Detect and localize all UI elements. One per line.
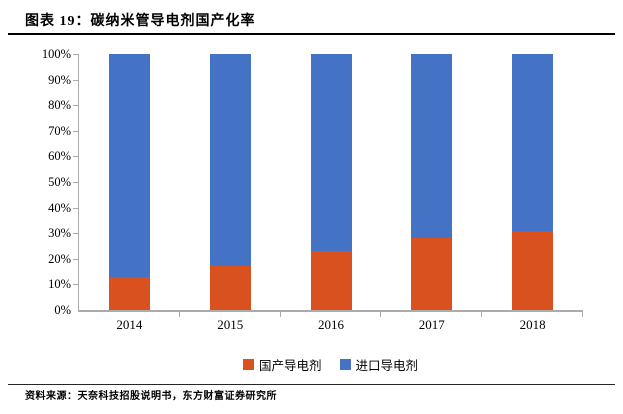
bar-segment-进口导电剂 [411, 54, 453, 239]
bar-segment-进口导电剂 [108, 54, 150, 277]
y-axis-tick-mark [73, 182, 78, 183]
stacked-bar-chart-plot-area: 0% 10% 20% 30% 40% 50% 60% 70% 80% 90% 100% 2014 201… [42, 48, 583, 332]
y-axis-tick-mark [73, 233, 78, 235]
y-axis-tick-mark [73, 130, 78, 132]
bar-segment-进口导电剂 [209, 54, 251, 267]
y-axis-tick-mark [73, 156, 78, 158]
x-axis-category-label: 2017 [418, 317, 445, 332]
x-axis-tick-mark [582, 312, 583, 317]
bar-segment-国产导电剂 [310, 251, 352, 310]
x-axis-tick-mark [481, 312, 483, 317]
y-axis-tick-mark [73, 105, 78, 107]
x-axis-category-label: 2016 [317, 317, 344, 332]
bar-segment-进口导电剂 [512, 54, 554, 231]
footer-rule [8, 384, 615, 385]
x-axis-tick-mark [178, 312, 180, 317]
bar-segment-国产导电剂 [411, 238, 453, 310]
legend-item: 进口导电剂 [339, 355, 419, 374]
y-axis-tick-mark [73, 207, 78, 209]
y-axis-tick-label: 80% [48, 98, 71, 113]
legend-label: 国产导电剂 [258, 359, 322, 373]
y-axis-tick-label: 10% [48, 277, 71, 292]
y-axis-tick-mark [73, 284, 78, 286]
x-axis-category-label: 2018 [519, 317, 546, 332]
legend-swatch-icon [339, 359, 351, 370]
x-axis-category-label: 2014 [116, 317, 143, 332]
legend-label: 进口导电剂 [355, 359, 419, 373]
y-axis-tick-mark [73, 258, 78, 260]
y-axis-tick-label: 30% [48, 226, 71, 241]
bar-segment-国产导电剂 [209, 266, 251, 310]
y-axis-tick-label: 100% [41, 47, 71, 61]
x-axis-category-label: 2015 [217, 317, 244, 332]
y-axis-tick-label: 60% [48, 149, 71, 164]
legend-swatch-icon [242, 359, 254, 370]
y-axis-tick-label: 70% [48, 123, 71, 138]
title-rule [8, 33, 615, 35]
chart-legend: 国产导电剂 进口导电剂 [78, 355, 583, 374]
y-axis-tick-label: 50% [48, 175, 71, 189]
y-axis-tick-label: 90% [48, 72, 71, 87]
x-axis-tick-mark [380, 312, 382, 317]
bar-segment-国产导电剂 [512, 230, 554, 310]
bar-segment-进口导电剂 [310, 54, 352, 252]
figure-title: 图表 19：碳纳米管导电剂国产化率 [25, 14, 256, 29]
bar-segment-国产导电剂 [108, 276, 150, 310]
y-axis-tick-label: 20% [48, 251, 71, 266]
y-axis-tick-label: 40% [48, 200, 71, 215]
source-note: 资料来源：天奈科技招股说明书，东方财富证券研究所 [25, 391, 277, 402]
y-axis-tick-mark [73, 79, 78, 81]
legend-item: 国产导电剂 [242, 355, 322, 374]
x-axis-tick-mark [279, 312, 281, 317]
y-axis-tick-label: 0% [54, 303, 71, 317]
y-axis-tick-mark [73, 54, 78, 55]
